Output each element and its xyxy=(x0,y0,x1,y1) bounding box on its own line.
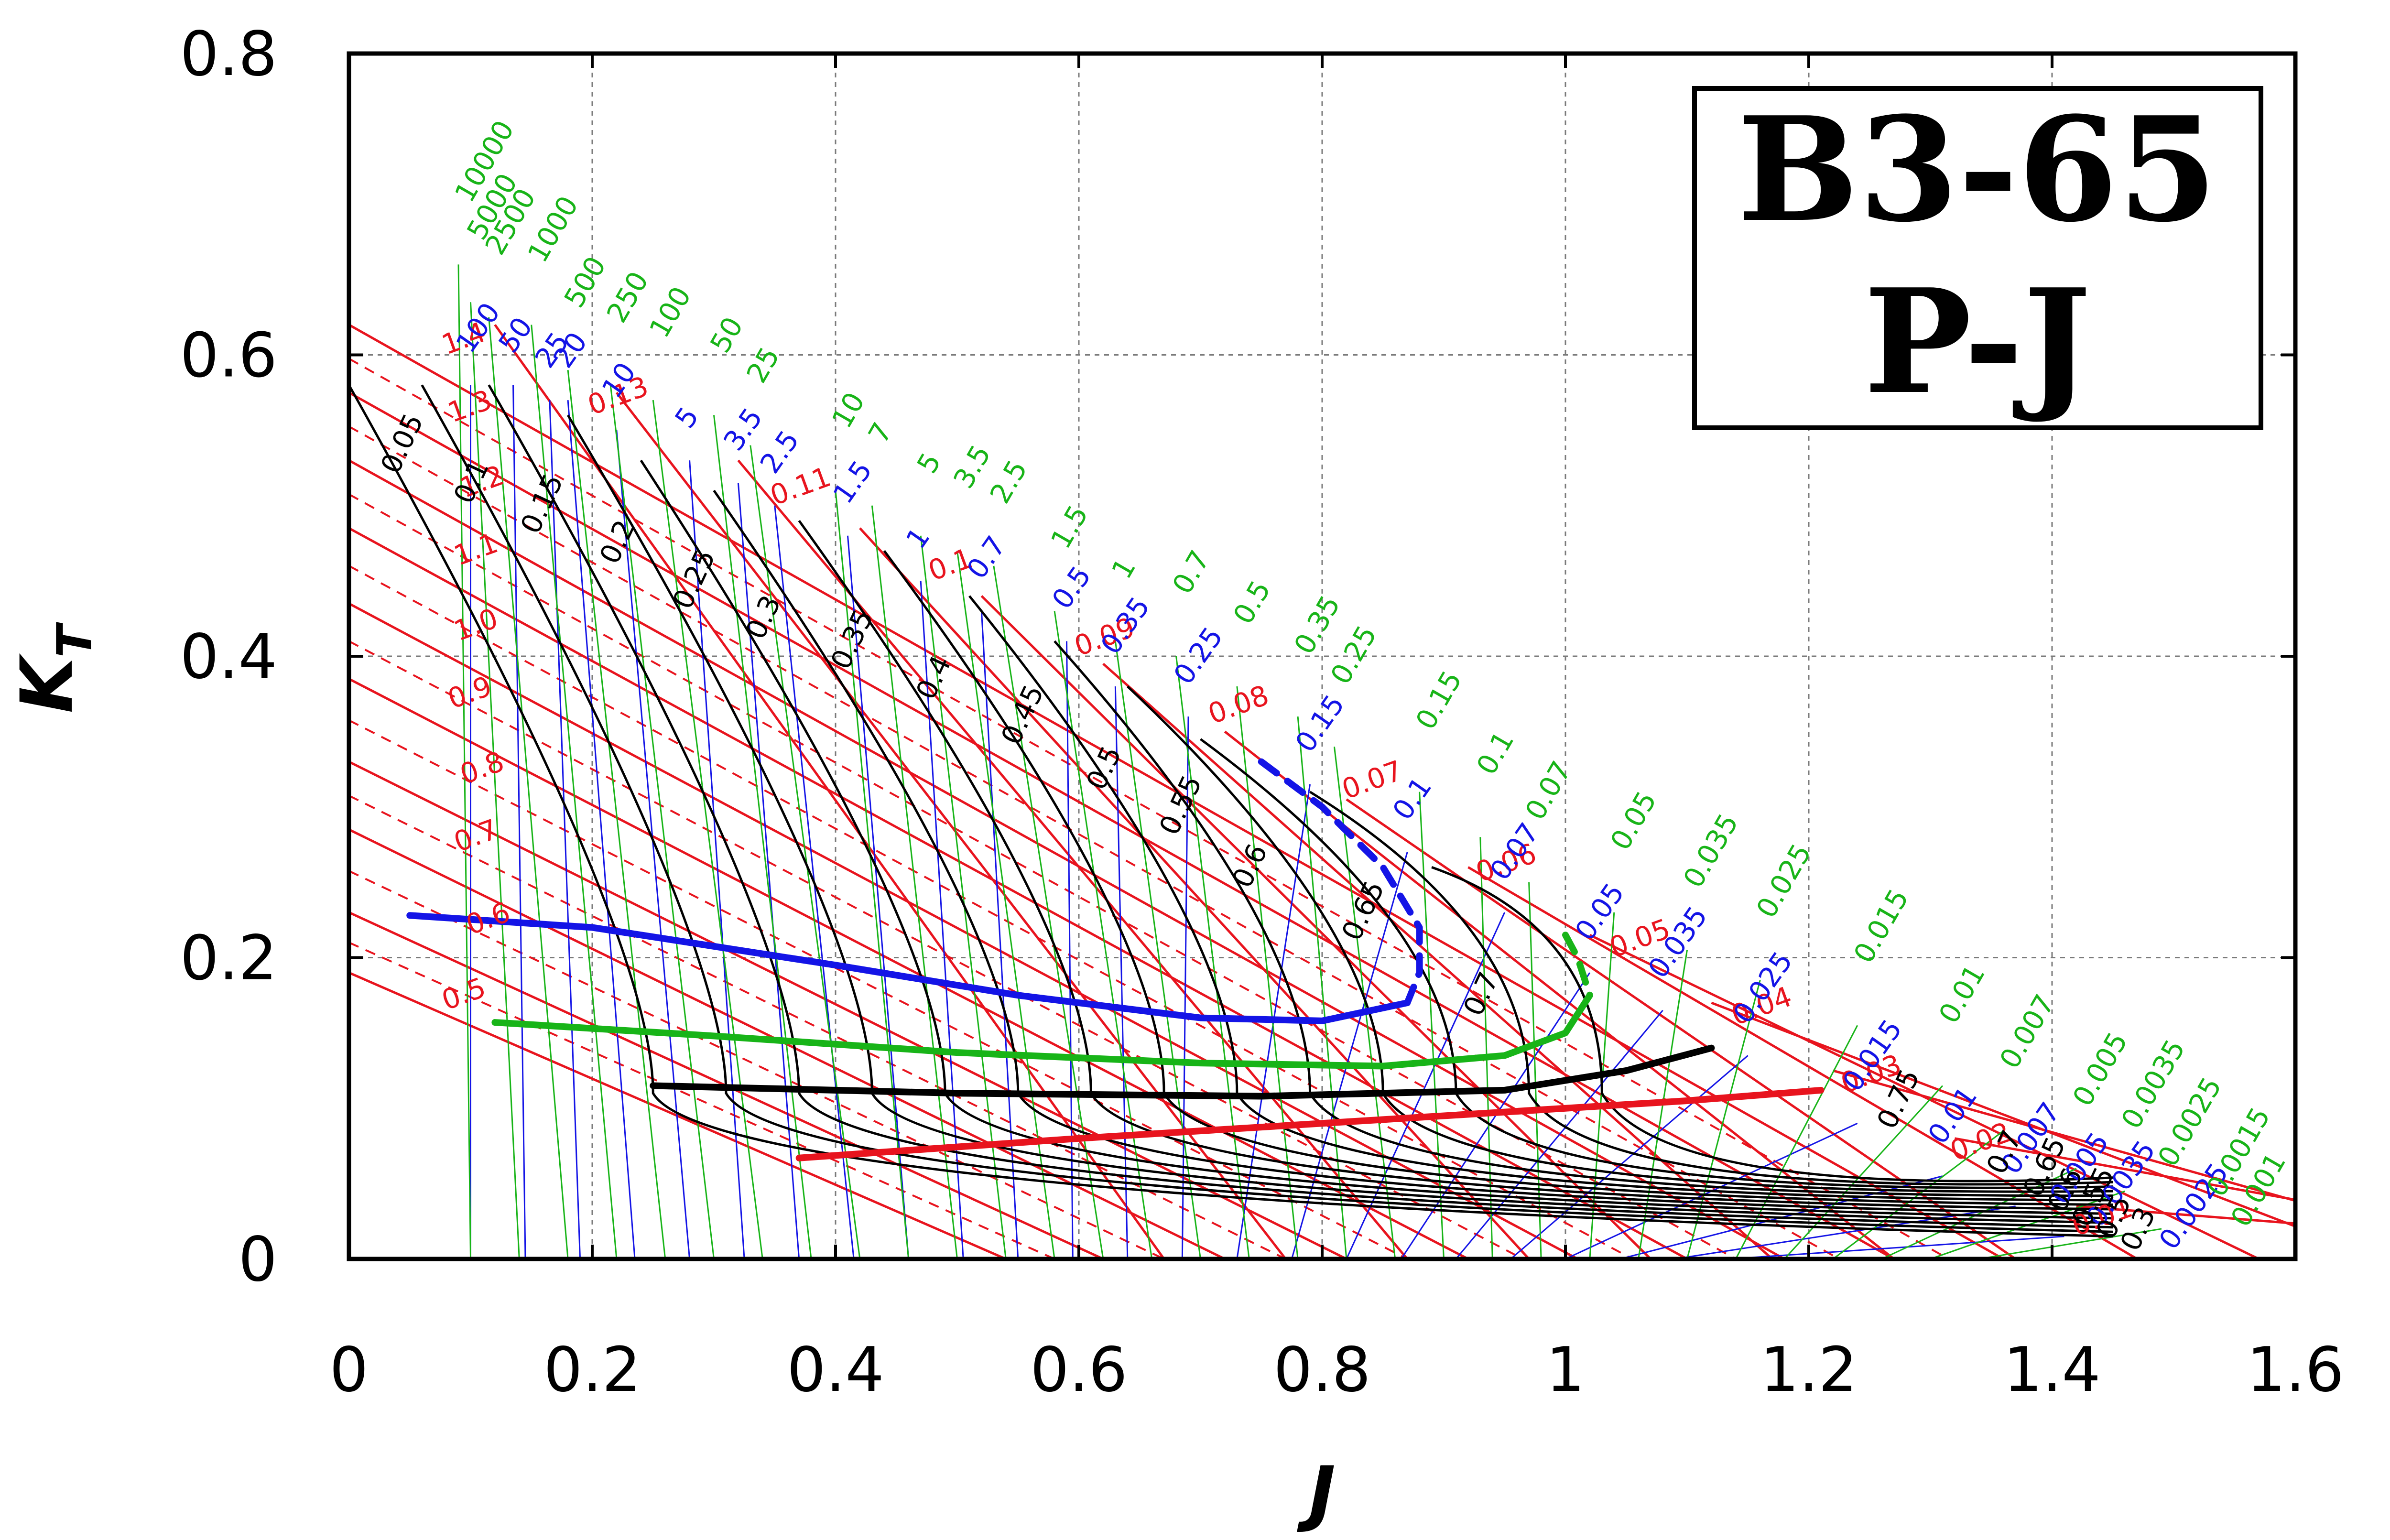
optimum-curve-blue xyxy=(1258,758,1423,1007)
green-curve xyxy=(488,317,569,1259)
green-curve xyxy=(835,490,910,1259)
pitch-line-dashed xyxy=(349,942,1055,1259)
x-tick-label: 0.6 xyxy=(1030,1334,1128,1406)
blue-curve xyxy=(567,400,636,1259)
title-line-1: B3-65 xyxy=(1738,85,2217,254)
y-tick-label: 0.4 xyxy=(180,621,277,693)
red-diagonal-line xyxy=(1467,866,2138,1259)
x-tick-label: 1.6 xyxy=(2247,1334,2344,1406)
green-curve xyxy=(1528,882,1542,1259)
optimum-curve-green xyxy=(491,992,1593,1070)
efficiency-contour xyxy=(713,489,2113,1215)
y-axis-label-sub: T xyxy=(46,622,102,658)
red-diagonal-line xyxy=(1833,1069,2295,1202)
green-curve xyxy=(713,415,812,1259)
green-curve xyxy=(750,445,861,1259)
title-box-frame xyxy=(1692,86,2263,430)
x-tick-label: 1.4 xyxy=(2003,1334,2101,1406)
green-curve xyxy=(1979,1228,2162,1259)
title-box: B3-65 P-J xyxy=(1692,85,2263,430)
green-curve xyxy=(457,264,471,1259)
green-curve xyxy=(470,302,520,1259)
optimum-curve-layer xyxy=(406,758,1825,1161)
blue-curve xyxy=(512,385,526,1259)
x-tick-label: 0.2 xyxy=(543,1334,641,1406)
x-tick-label: 1 xyxy=(1546,1334,1585,1406)
green-curve xyxy=(1686,980,1761,1259)
green-curve xyxy=(567,369,666,1259)
efficiency-contour xyxy=(1431,866,2113,1182)
green-curve xyxy=(1783,1085,1944,1259)
optimum-curve-blue xyxy=(406,912,1411,1024)
efficiency-contour xyxy=(883,550,2113,1206)
green-curve xyxy=(1479,837,1493,1259)
optimum-curve-red xyxy=(795,1086,1825,1161)
green-curve xyxy=(531,325,618,1259)
efficiency-contour xyxy=(1200,738,2113,1189)
green-curve xyxy=(1054,611,1153,1259)
y-tick-label: 0 xyxy=(239,1224,277,1295)
pitch-line-dashed xyxy=(349,425,1840,1259)
pitch-line xyxy=(349,459,1785,1259)
pitch-line xyxy=(349,527,1688,1259)
green-curve xyxy=(993,565,1104,1259)
red-diagonal-line xyxy=(2076,1205,2295,1225)
green-curve xyxy=(609,385,715,1259)
grid-lines xyxy=(349,54,2295,1259)
efficiency-contour xyxy=(640,459,2113,1220)
efficiency-contour xyxy=(1127,685,2113,1193)
green-curve xyxy=(920,535,1007,1259)
pitch-line-dashed xyxy=(349,493,1737,1259)
green-curve xyxy=(1175,656,1250,1259)
blue-curve xyxy=(1291,852,1408,1259)
efficiency-contour xyxy=(349,384,2113,1238)
pitch-line-dashed xyxy=(349,719,1408,1259)
pitch-line xyxy=(349,391,1895,1259)
green-curve xyxy=(1297,716,1347,1259)
x-tick-label: 0 xyxy=(329,1334,368,1406)
x-tick-label: 0.8 xyxy=(1273,1334,1371,1406)
red-diagonal-line xyxy=(1954,1137,2295,1201)
pitch-line-dashed xyxy=(349,358,1949,1259)
y-tick-label: 0.8 xyxy=(180,19,277,90)
optimum-curve-black xyxy=(650,1044,1715,1100)
blue-curve xyxy=(1114,686,1129,1259)
pitch-line-dashed xyxy=(349,640,1523,1259)
blue-curve xyxy=(1066,641,1074,1259)
efficiency-contour xyxy=(488,384,2113,1229)
blue-curve xyxy=(847,535,910,1259)
pitch-line xyxy=(349,760,1347,1259)
pitch-line xyxy=(349,602,1578,1259)
y-axis-label-main: K xyxy=(6,653,89,713)
blue-curve xyxy=(549,400,581,1259)
efficiency-contour xyxy=(1054,640,2113,1197)
optimum-curve-green xyxy=(1562,932,1593,999)
pitch-line-dashed xyxy=(349,870,1165,1259)
pitch-line-dashed xyxy=(349,565,1633,1259)
y-axis-label: KT xyxy=(6,622,102,713)
green-curve xyxy=(652,400,763,1259)
efficiency-contour xyxy=(421,384,2113,1233)
blue-curve xyxy=(689,460,745,1259)
blue-curve xyxy=(1510,1055,1749,1259)
x-tick-label: 1.2 xyxy=(1760,1334,1858,1406)
efficiency-contour xyxy=(968,595,2113,1202)
title-line-2: P-J xyxy=(1864,257,2091,426)
blue-curve xyxy=(980,611,1019,1259)
y-tick-label: 0.2 xyxy=(180,923,277,994)
efficiency-contour xyxy=(566,414,2113,1224)
axis-ticks: 0 0.2 0.4 0.6 0.8 1 1.2 1.4 1.6 0 0.2 0.4 0.6 0.8 xyxy=(180,19,2344,1406)
x-tick-label: 0.4 xyxy=(787,1334,884,1406)
efficiency-contour xyxy=(798,520,2113,1211)
y-tick-label: 0.6 xyxy=(180,320,277,391)
green-curve xyxy=(1114,641,1201,1259)
blue-curve xyxy=(1455,1009,1663,1259)
blue-curve xyxy=(1729,1236,2064,1259)
blue-curve xyxy=(616,430,691,1259)
